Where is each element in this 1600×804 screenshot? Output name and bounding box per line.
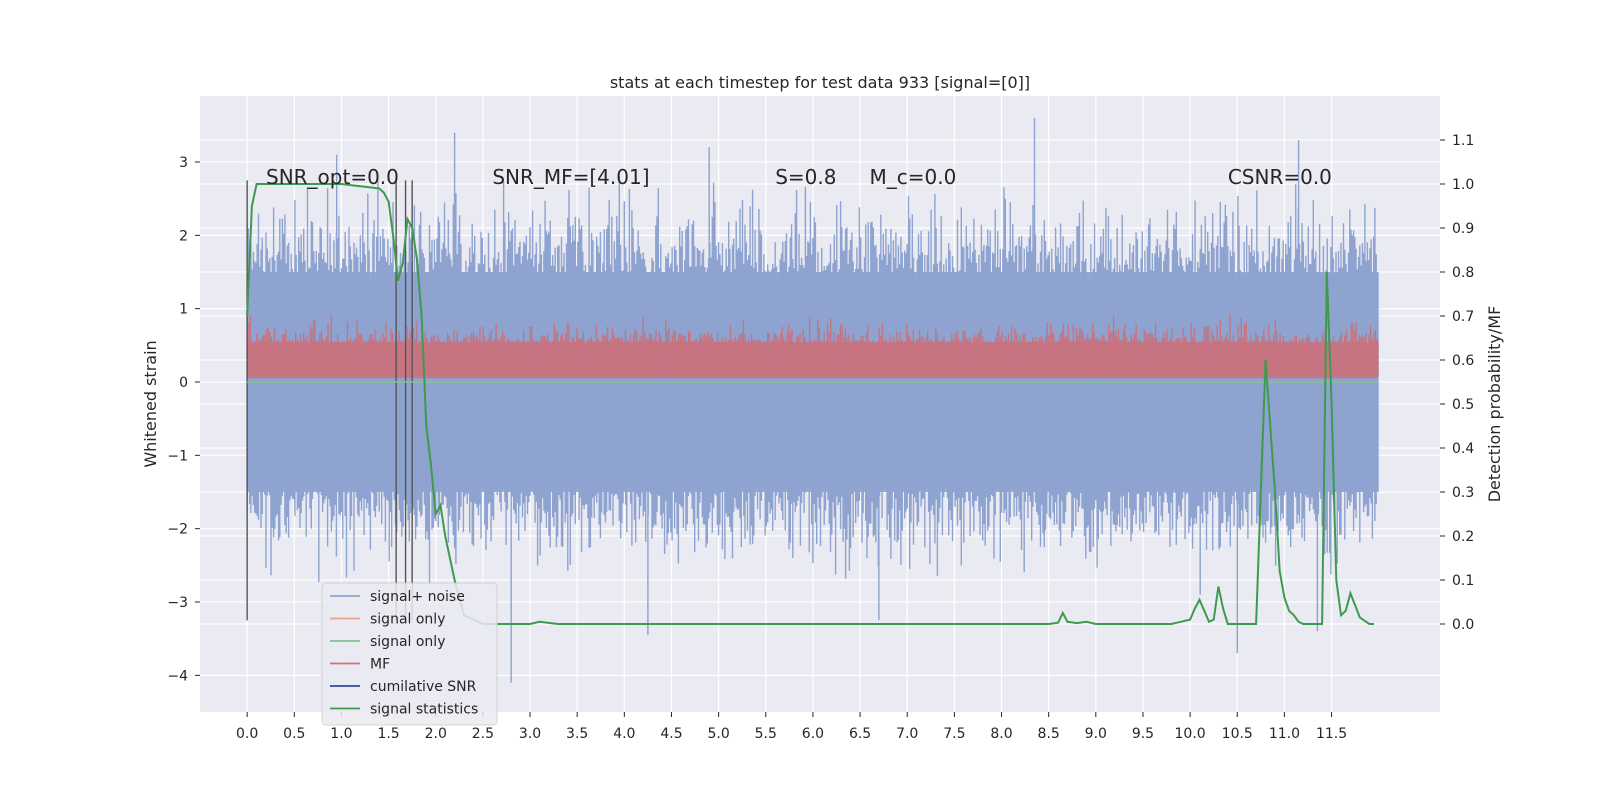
legend-label-0: signal+ noise [370,589,465,605]
annotation-3: M_c=0.0 [870,165,957,189]
y-right-tick-label-2: 0.9 [1452,221,1474,237]
chart-title: stats at each timestep for test data 933… [610,73,1030,92]
annotation-1: SNR_MF=[4.01] [492,165,649,189]
x-tick-label-19: 9.5 [1132,726,1154,742]
x-tick-label-0: 0.0 [236,726,258,742]
y-left-tick-label-1: 2 [179,228,188,244]
y-left-tick-label-5: −2 [167,522,188,538]
annotation-0: SNR_opt=0.0 [266,165,399,189]
x-tick-label-1: 0.5 [283,726,305,742]
x-tick-label-14: 7.0 [896,726,918,742]
y-right-tick-label-7: 0.4 [1452,441,1474,457]
y-right-tick-label-0: 1.1 [1452,133,1474,149]
legend-box [321,582,498,726]
x-tick-label-3: 1.5 [377,726,399,742]
x-tick-label-18: 9.0 [1085,726,1107,742]
vertical-markers [246,180,413,621]
x-tick-label-11: 5.5 [755,726,777,742]
x-tick-label-22: 11.0 [1269,726,1300,742]
y-left-tick-label-0: 3 [179,155,188,171]
legend: signal+ noise signal only signal only MF cum… [321,582,498,726]
x-tick-label-10: 5.0 [707,726,729,742]
x-tick-label-12: 6.0 [802,726,824,742]
legend-label-2: signal only [370,634,445,650]
y-axis-left-ticks: 3 2 1 0 −1 −2 −3 −4 [167,155,200,684]
y-left-tick-label-3: 0 [179,375,188,391]
y-right-tick-label-3: 0.8 [1452,265,1474,281]
x-tick-label-15: 7.5 [943,726,965,742]
y-left-tick-label-4: −1 [167,448,188,464]
annotations: SNR_opt=0.0 SNR_MF=[4.01] S=0.8 M_c=0.0 CSNR… [266,165,1332,189]
x-tick-label-23: 11.5 [1316,726,1347,742]
annotation-2: S=0.8 [775,165,836,189]
legend-label-5: signal statistics [370,702,478,718]
y-right-tick-label-11: 0.0 [1452,617,1474,633]
x-tick-label-2: 1.0 [330,726,352,742]
y-right-tick-label-5: 0.6 [1452,353,1474,369]
x-tick-label-7: 3.5 [566,726,588,742]
y-left-tick-label-2: 1 [179,302,188,318]
y-right-tick-label-6: 0.5 [1452,397,1474,413]
y-right-tick-label-4: 0.7 [1452,309,1474,325]
x-tick-label-5: 2.5 [472,726,494,742]
x-tick-label-6: 3.0 [519,726,541,742]
x-axis-ticks: 0.0 0.5 1.0 1.5 2.0 2.5 3.0 3.5 4.0 4.5 5.0 5.5 6.0 6… [236,712,1347,742]
y-right-tick-label-10: 0.1 [1452,573,1474,589]
legend-label-4: cumilative SNR [370,679,477,695]
annotation-4: CSNR=0.0 [1228,165,1332,189]
y-right-tick-label-1: 1.0 [1452,177,1474,193]
x-tick-label-17: 8.5 [1038,726,1060,742]
y-right-tick-label-8: 0.3 [1452,485,1474,501]
x-tick-label-20: 10.0 [1175,726,1206,742]
x-tick-label-8: 4.0 [613,726,635,742]
y-axis-right-label: Detection probability/MF [1485,306,1504,503]
legend-label-1: signal only [370,612,445,628]
x-tick-label-21: 10.5 [1222,726,1253,742]
y-right-tick-label-9: 0.2 [1452,529,1474,545]
y-axis-right-ticks: 1.1 1.0 0.9 0.8 0.7 0.6 0.5 0.4 0.3 0.2 0.1 0.0 [1440,133,1474,633]
x-tick-label-16: 8.0 [990,726,1012,742]
y-axis-left-label: Whitened strain [141,340,160,467]
y-left-tick-label-7: −4 [167,668,188,684]
x-tick-label-4: 2.0 [425,726,447,742]
legend-label-3: MF [370,657,390,673]
y-left-tick-label-6: −3 [167,595,188,611]
series-signal-statistics [246,183,1374,625]
x-tick-label-13: 6.5 [849,726,871,742]
x-tick-label-9: 4.5 [660,726,682,742]
